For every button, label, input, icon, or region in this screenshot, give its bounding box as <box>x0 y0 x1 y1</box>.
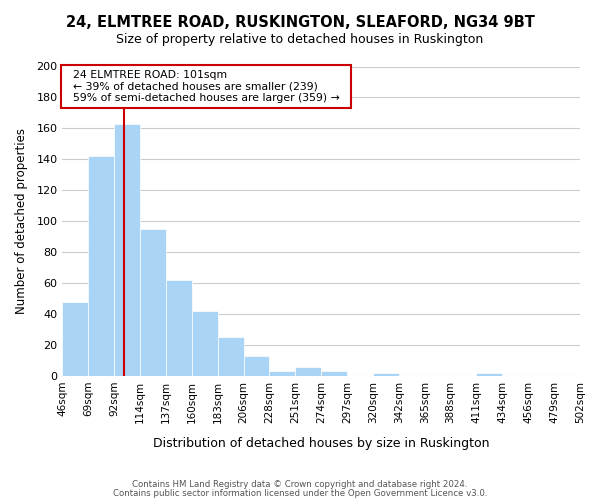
Text: Size of property relative to detached houses in Ruskington: Size of property relative to detached ho… <box>116 32 484 46</box>
Bar <box>476 373 502 376</box>
Bar <box>114 124 140 376</box>
Bar <box>88 156 114 376</box>
Text: Contains public sector information licensed under the Open Government Licence v3: Contains public sector information licen… <box>113 488 487 498</box>
Bar <box>321 372 347 376</box>
Text: Contains HM Land Registry data © Crown copyright and database right 2024.: Contains HM Land Registry data © Crown c… <box>132 480 468 489</box>
Text: 24 ELMTREE ROAD: 101sqm
  ← 39% of detached houses are smaller (239)
  59% of se: 24 ELMTREE ROAD: 101sqm ← 39% of detache… <box>65 70 346 103</box>
Bar <box>140 229 166 376</box>
Bar <box>62 302 88 376</box>
Bar <box>244 356 269 376</box>
Y-axis label: Number of detached properties: Number of detached properties <box>15 128 28 314</box>
Bar <box>269 372 295 376</box>
Bar <box>192 311 218 376</box>
X-axis label: Distribution of detached houses by size in Ruskington: Distribution of detached houses by size … <box>153 437 490 450</box>
Bar <box>373 373 399 376</box>
Bar <box>295 367 321 376</box>
Bar <box>166 280 192 376</box>
Text: 24, ELMTREE ROAD, RUSKINGTON, SLEAFORD, NG34 9BT: 24, ELMTREE ROAD, RUSKINGTON, SLEAFORD, … <box>65 15 535 30</box>
Bar <box>218 338 244 376</box>
